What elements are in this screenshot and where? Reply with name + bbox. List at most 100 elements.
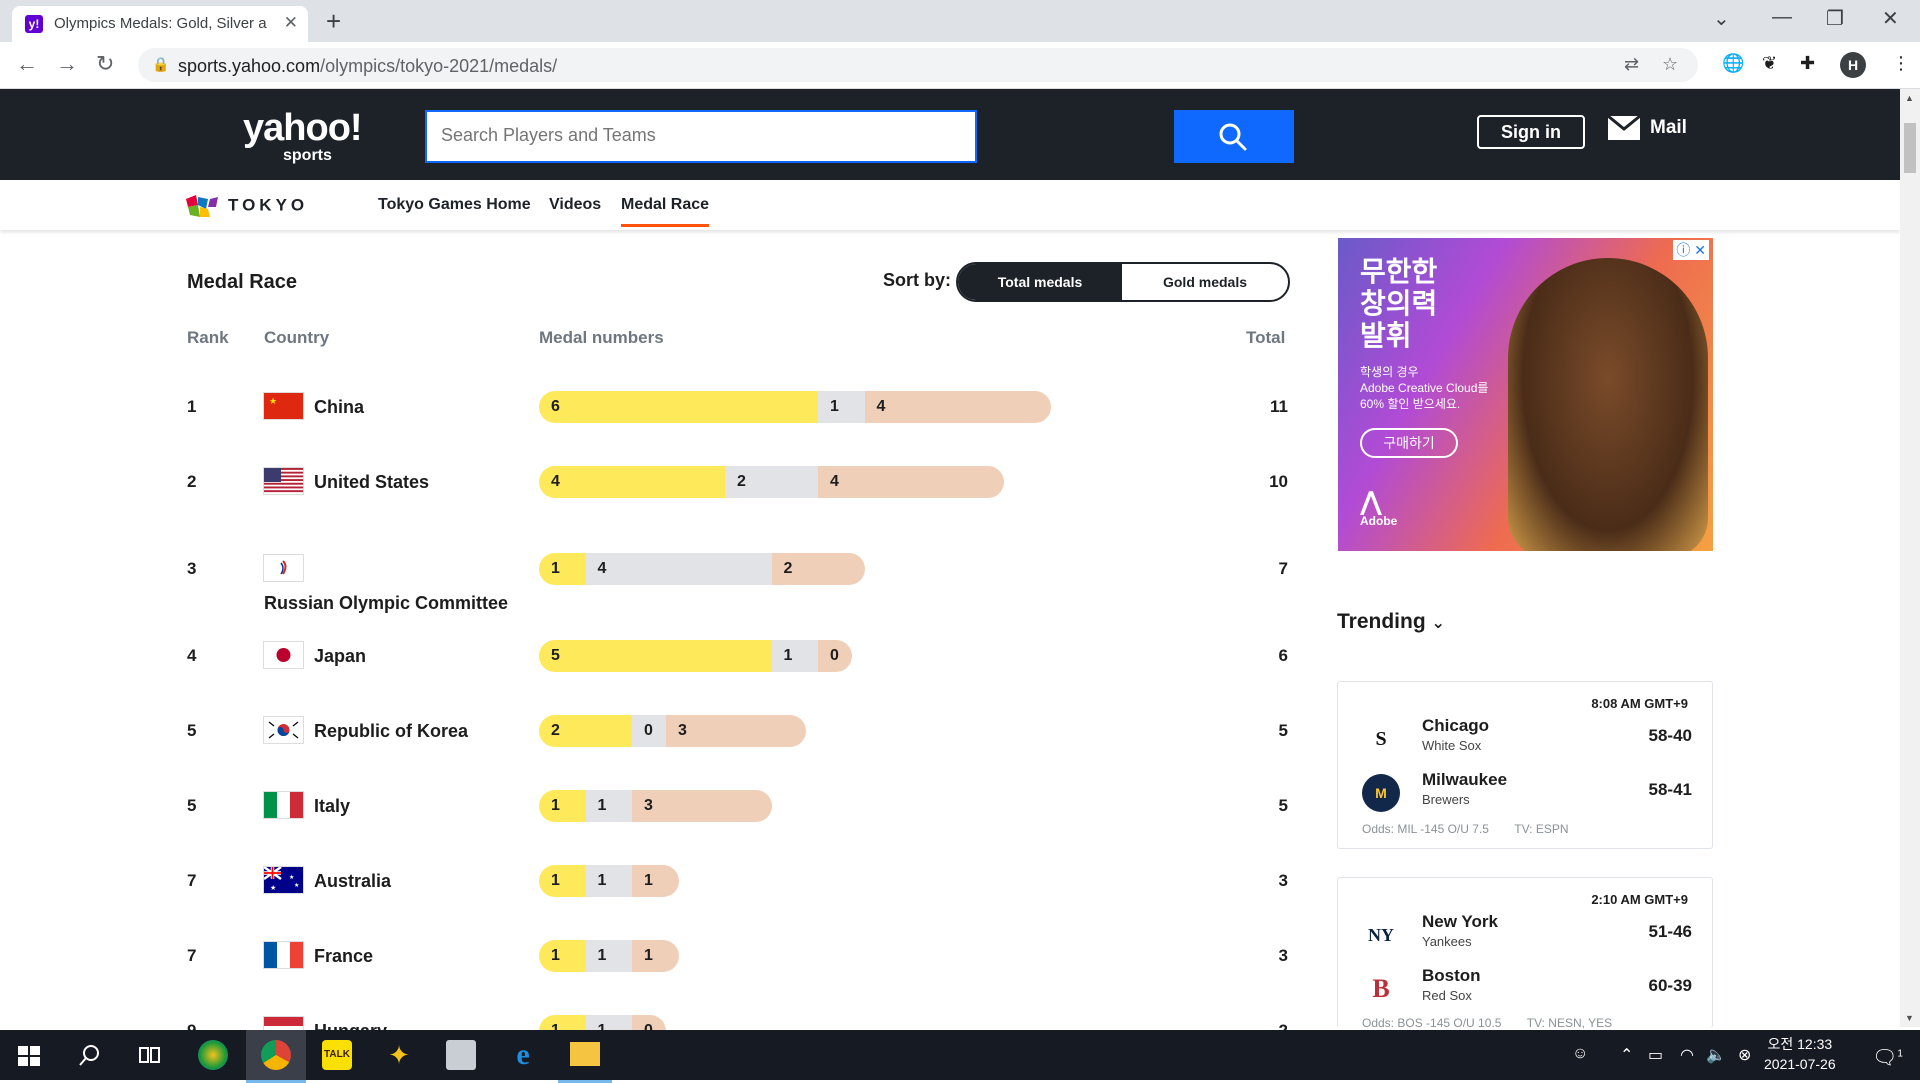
country-name[interactable]: Italy — [314, 796, 351, 816]
profile-avatar[interactable]: H — [1840, 52, 1866, 78]
forward-icon[interactable]: → — [56, 51, 78, 76]
mail-link[interactable]: Mail — [1608, 116, 1687, 140]
country-name[interactable]: Republic of Korea — [314, 721, 469, 741]
taskbar-chrome-active[interactable] — [246, 1030, 306, 1083]
table-row[interactable]: 4 Japan 5 1 0 6 — [0, 636, 1300, 676]
magic-wand-icon[interactable]: ✦ — [388, 1040, 410, 1070]
url-path: /olympics/tokyo-2021/medals/ — [320, 56, 558, 76]
silver-count: 1 — [597, 872, 607, 889]
new-tab-icon[interactable]: + — [326, 6, 342, 36]
app-document-icon[interactable] — [446, 1040, 476, 1070]
extension-leaf-icon[interactable]: ❦ — [1762, 53, 1778, 73]
scroll-thumb[interactable] — [1904, 123, 1916, 173]
bronze-count: 0 — [830, 647, 839, 664]
task-view-icon[interactable] — [134, 1040, 164, 1070]
url-text[interactable]: sports.yahoo.com/olympics/tokyo-2021/med… — [178, 56, 557, 77]
table-row[interactable]: 7 ★ ★ ★ Australia 1 1 1 3 — [0, 861, 1300, 901]
adobe-advertisement[interactable]: 무한한 창의력 발휘 학생의 경우 Adobe Creative Cloud를 … — [1338, 238, 1713, 551]
tokyo-brand[interactable]: TOKYO — [186, 195, 308, 217]
window-close-icon[interactable]: ✕ — [1882, 8, 1899, 30]
back-icon[interactable]: ← — [16, 51, 38, 76]
kakaotalk-icon[interactable]: TALK — [322, 1040, 352, 1070]
taskbar-explorer[interactable] — [558, 1030, 612, 1083]
country-name[interactable]: France — [314, 946, 374, 966]
gold-medal-segment: 1 — [539, 553, 586, 585]
scroll-down-icon[interactable]: ▼ — [1905, 1013, 1914, 1023]
bronze-medal-segment: 3 — [666, 715, 806, 747]
reload-icon[interactable]: ↻ — [96, 51, 115, 76]
table-row[interactable]: 1 ★ China 6 1 4 11 — [0, 387, 1300, 427]
translate-icon[interactable]: ⇄ — [1624, 54, 1640, 74]
game-card-2[interactable]: 2:10 AM GMT+9 NY New York Yankees 51-46 … — [1337, 877, 1713, 1030]
tray-chevron-up-icon[interactable]: ⌃ — [1620, 1047, 1634, 1064]
ad-buy-button[interactable]: 구매하기 — [1360, 428, 1458, 458]
country-name[interactable]: China — [314, 397, 365, 417]
silver-count: 1 — [597, 947, 607, 964]
ad-choices-close-icon[interactable]: ⓘ ✕ — [1673, 240, 1709, 260]
restore-icon[interactable]: ❐ — [1826, 8, 1844, 30]
address-bar[interactable]: 🔒 sports.yahoo.com/olympics/tokyo-2021/m… — [138, 48, 1698, 82]
search-icon — [1219, 123, 1247, 151]
scroll-up-icon[interactable]: ▲ — [1905, 93, 1914, 103]
team-row: S Chicago White Sox 58-40 — [1362, 716, 1692, 760]
yahoo-sports-logo[interactable]: yahoo! sports — [243, 107, 363, 164]
tab-close-icon[interactable]: ✕ — [283, 13, 298, 32]
taskbar-clock[interactable]: 오전 12:33 2021-07-26 — [1764, 1034, 1836, 1074]
sort-gold-medals-button[interactable]: Gold medals — [1162, 274, 1248, 290]
table-row[interactable]: 2 United States 4 2 4 10 — [0, 462, 1300, 502]
adobe-a-icon: ⋀ — [1360, 486, 1382, 516]
table-row[interactable]: 5 Republic of Korea 2 0 3 5 — [0, 711, 1300, 751]
search-button[interactable] — [1174, 110, 1294, 163]
game-card-1[interactable]: 8:08 AM GMT+9 S Chicago White Sox 58-40 … — [1337, 681, 1713, 849]
table-row[interactable]: 5 Italy 1 1 3 5 — [0, 786, 1300, 826]
notifications-icon[interactable]: 🗨1 — [1872, 1047, 1903, 1069]
page-scrollbar[interactable]: ▲ ▼ — [1900, 89, 1920, 1027]
bookmark-star-icon[interactable]: ☆ — [1662, 54, 1679, 74]
medal-bar: 4 2 4 — [539, 466, 1004, 498]
sort-total-medals-button[interactable]: Total medals — [958, 264, 1122, 300]
lock-icon[interactable]: 🔒 — [152, 56, 170, 72]
country-name[interactable]: Russian Olympic Committee — [264, 593, 509, 613]
table-row[interactable]: 7 France 1 1 1 3 — [0, 936, 1300, 976]
game-odds: Odds: BOS -145 O/U 10.5 — [1362, 1016, 1502, 1030]
bronze-count: 1 — [644, 872, 653, 889]
total-cell: 6 — [1278, 646, 1288, 665]
people-icon[interactable]: ☺ — [1572, 1045, 1589, 1062]
nav-videos[interactable]: Videos — [549, 196, 602, 213]
extension-globe-icon[interactable]: 🌐 — [1722, 53, 1745, 73]
internet-explorer-icon[interactable]: e — [516, 1038, 530, 1071]
windows-start-icon[interactable] — [14, 1040, 44, 1070]
battery-icon[interactable]: ▭ — [1648, 1047, 1664, 1064]
country-name[interactable]: United States — [314, 472, 430, 492]
tokyo-label: TOKYO — [228, 195, 309, 215]
app-globe-icon[interactable] — [198, 1040, 228, 1070]
tab-search-icon[interactable]: ⌄ — [1713, 8, 1730, 30]
search-input[interactable] — [427, 112, 975, 159]
windows-taskbar: TALK ✦ e ☺ ⌃ ▭ ◠ 🔈 ⊗ 오전 12:33 2021-07-26… — [0, 1030, 1920, 1083]
browser-tab-active[interactable]: y! Olympics Medals: Gold, Silver a ✕ — [12, 6, 308, 42]
nav-medal-race[interactable]: Medal Race — [621, 196, 710, 227]
bronze-medal-segment: 3 — [632, 790, 772, 822]
minimize-icon[interactable]: — — [1772, 6, 1792, 28]
browser-menu-icon[interactable]: ⋮ — [1892, 53, 1910, 73]
nav-tokyo-games-home[interactable]: Tokyo Games Home — [378, 196, 531, 213]
volume-icon[interactable]: 🔈 — [1706, 1047, 1726, 1064]
bronze-count: 4 — [876, 398, 886, 415]
trending-heading[interactable]: Trending ⌄ — [1337, 610, 1445, 634]
sign-in-button[interactable]: Sign in — [1477, 115, 1585, 149]
extensions-puzzle-icon[interactable]: ✚ — [1800, 53, 1816, 73]
table-row[interactable]: 3 Russian Olympic Committee 1 4 2 7 — [0, 549, 1300, 613]
country-name[interactable]: Australia — [314, 871, 392, 891]
game-time: 8:08 AM GMT+9 — [1591, 696, 1688, 711]
team-record: 51-46 — [1648, 922, 1692, 941]
rank-cell: 4 — [187, 646, 197, 665]
search-icon[interactable] — [76, 1040, 106, 1070]
game-odds-line: Odds: MIL -145 O/U 7.5 TV: ESPN — [1362, 822, 1569, 836]
country-name[interactable]: Japan — [314, 646, 367, 666]
team-row: B Boston Red Sox 60-39 — [1362, 966, 1692, 1010]
team-record: 60-39 — [1648, 976, 1692, 995]
ime-icon[interactable]: ⊗ — [1738, 1047, 1752, 1064]
team-name: Brewers — [1422, 792, 1470, 807]
wifi-icon[interactable]: ◠ — [1680, 1047, 1694, 1064]
brewers-logo-icon: M — [1362, 774, 1400, 812]
